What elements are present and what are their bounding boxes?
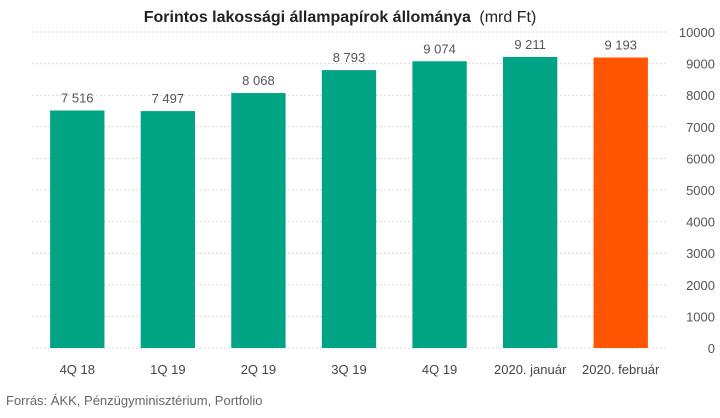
- y-tick-label: 3000: [686, 246, 715, 261]
- bar: [593, 57, 648, 349]
- data-labels: 7 516 7 497 8 068 8 793 9 074 9 211 9 193: [61, 37, 637, 106]
- x-tick-label: 3Q 19: [331, 362, 366, 377]
- bar: [140, 111, 196, 348]
- bar: [502, 56, 558, 348]
- bar: [231, 93, 286, 348]
- data-label: 9 193: [604, 38, 637, 53]
- chart-title-unit: (mrd Ft): [479, 9, 536, 26]
- data-label: 7 516: [61, 90, 94, 105]
- chart-title: Forintos lakossági állampapírok állomány…: [144, 9, 537, 26]
- y-tick-label: 4000: [686, 215, 715, 230]
- data-label: 8 793: [333, 50, 366, 65]
- y-tick-label: 5000: [686, 183, 715, 198]
- y-tick-label: 1000: [686, 309, 715, 324]
- data-label: 9 211: [514, 37, 546, 52]
- y-tick-label: 6000: [686, 151, 715, 166]
- data-label: 9 074: [423, 41, 456, 56]
- y-tick-label: 0: [708, 341, 715, 356]
- bars: [50, 56, 648, 349]
- x-tick-label: 2020. február: [582, 362, 660, 377]
- x-tick-label: 2Q 19: [241, 362, 276, 377]
- y-tick-label: 2000: [686, 278, 715, 293]
- chart-title-bold: Forintos lakossági állampapírok állomány…: [144, 9, 471, 26]
- y-tick-label: 8000: [686, 88, 715, 103]
- y-tick-label: 10000: [679, 25, 715, 40]
- data-label: 8 068: [242, 73, 275, 88]
- y-axis-ticks: 0 1000 2000 3000 4000 5000 6000 7000 8000 9000 100…: [679, 25, 715, 356]
- y-tick-label: 9000: [686, 57, 715, 72]
- bar: [50, 110, 105, 348]
- x-tick-label: 2020. január: [494, 362, 567, 377]
- data-label: 7 497: [152, 91, 185, 106]
- bar: [412, 61, 467, 349]
- x-axis-labels: 4Q 18 1Q 19 2Q 19 3Q 19 4Q 19 2020. január 202…: [60, 362, 660, 377]
- x-tick-label: 1Q 19: [150, 362, 185, 377]
- x-tick-label: 4Q 18: [60, 362, 95, 377]
- y-tick-label: 7000: [686, 120, 715, 135]
- source-note: Forrás: ÁKK, Pénzügyminisztérium, Portfo…: [6, 393, 262, 408]
- bar: [321, 70, 377, 348]
- x-tick-label: 4Q 19: [422, 362, 457, 377]
